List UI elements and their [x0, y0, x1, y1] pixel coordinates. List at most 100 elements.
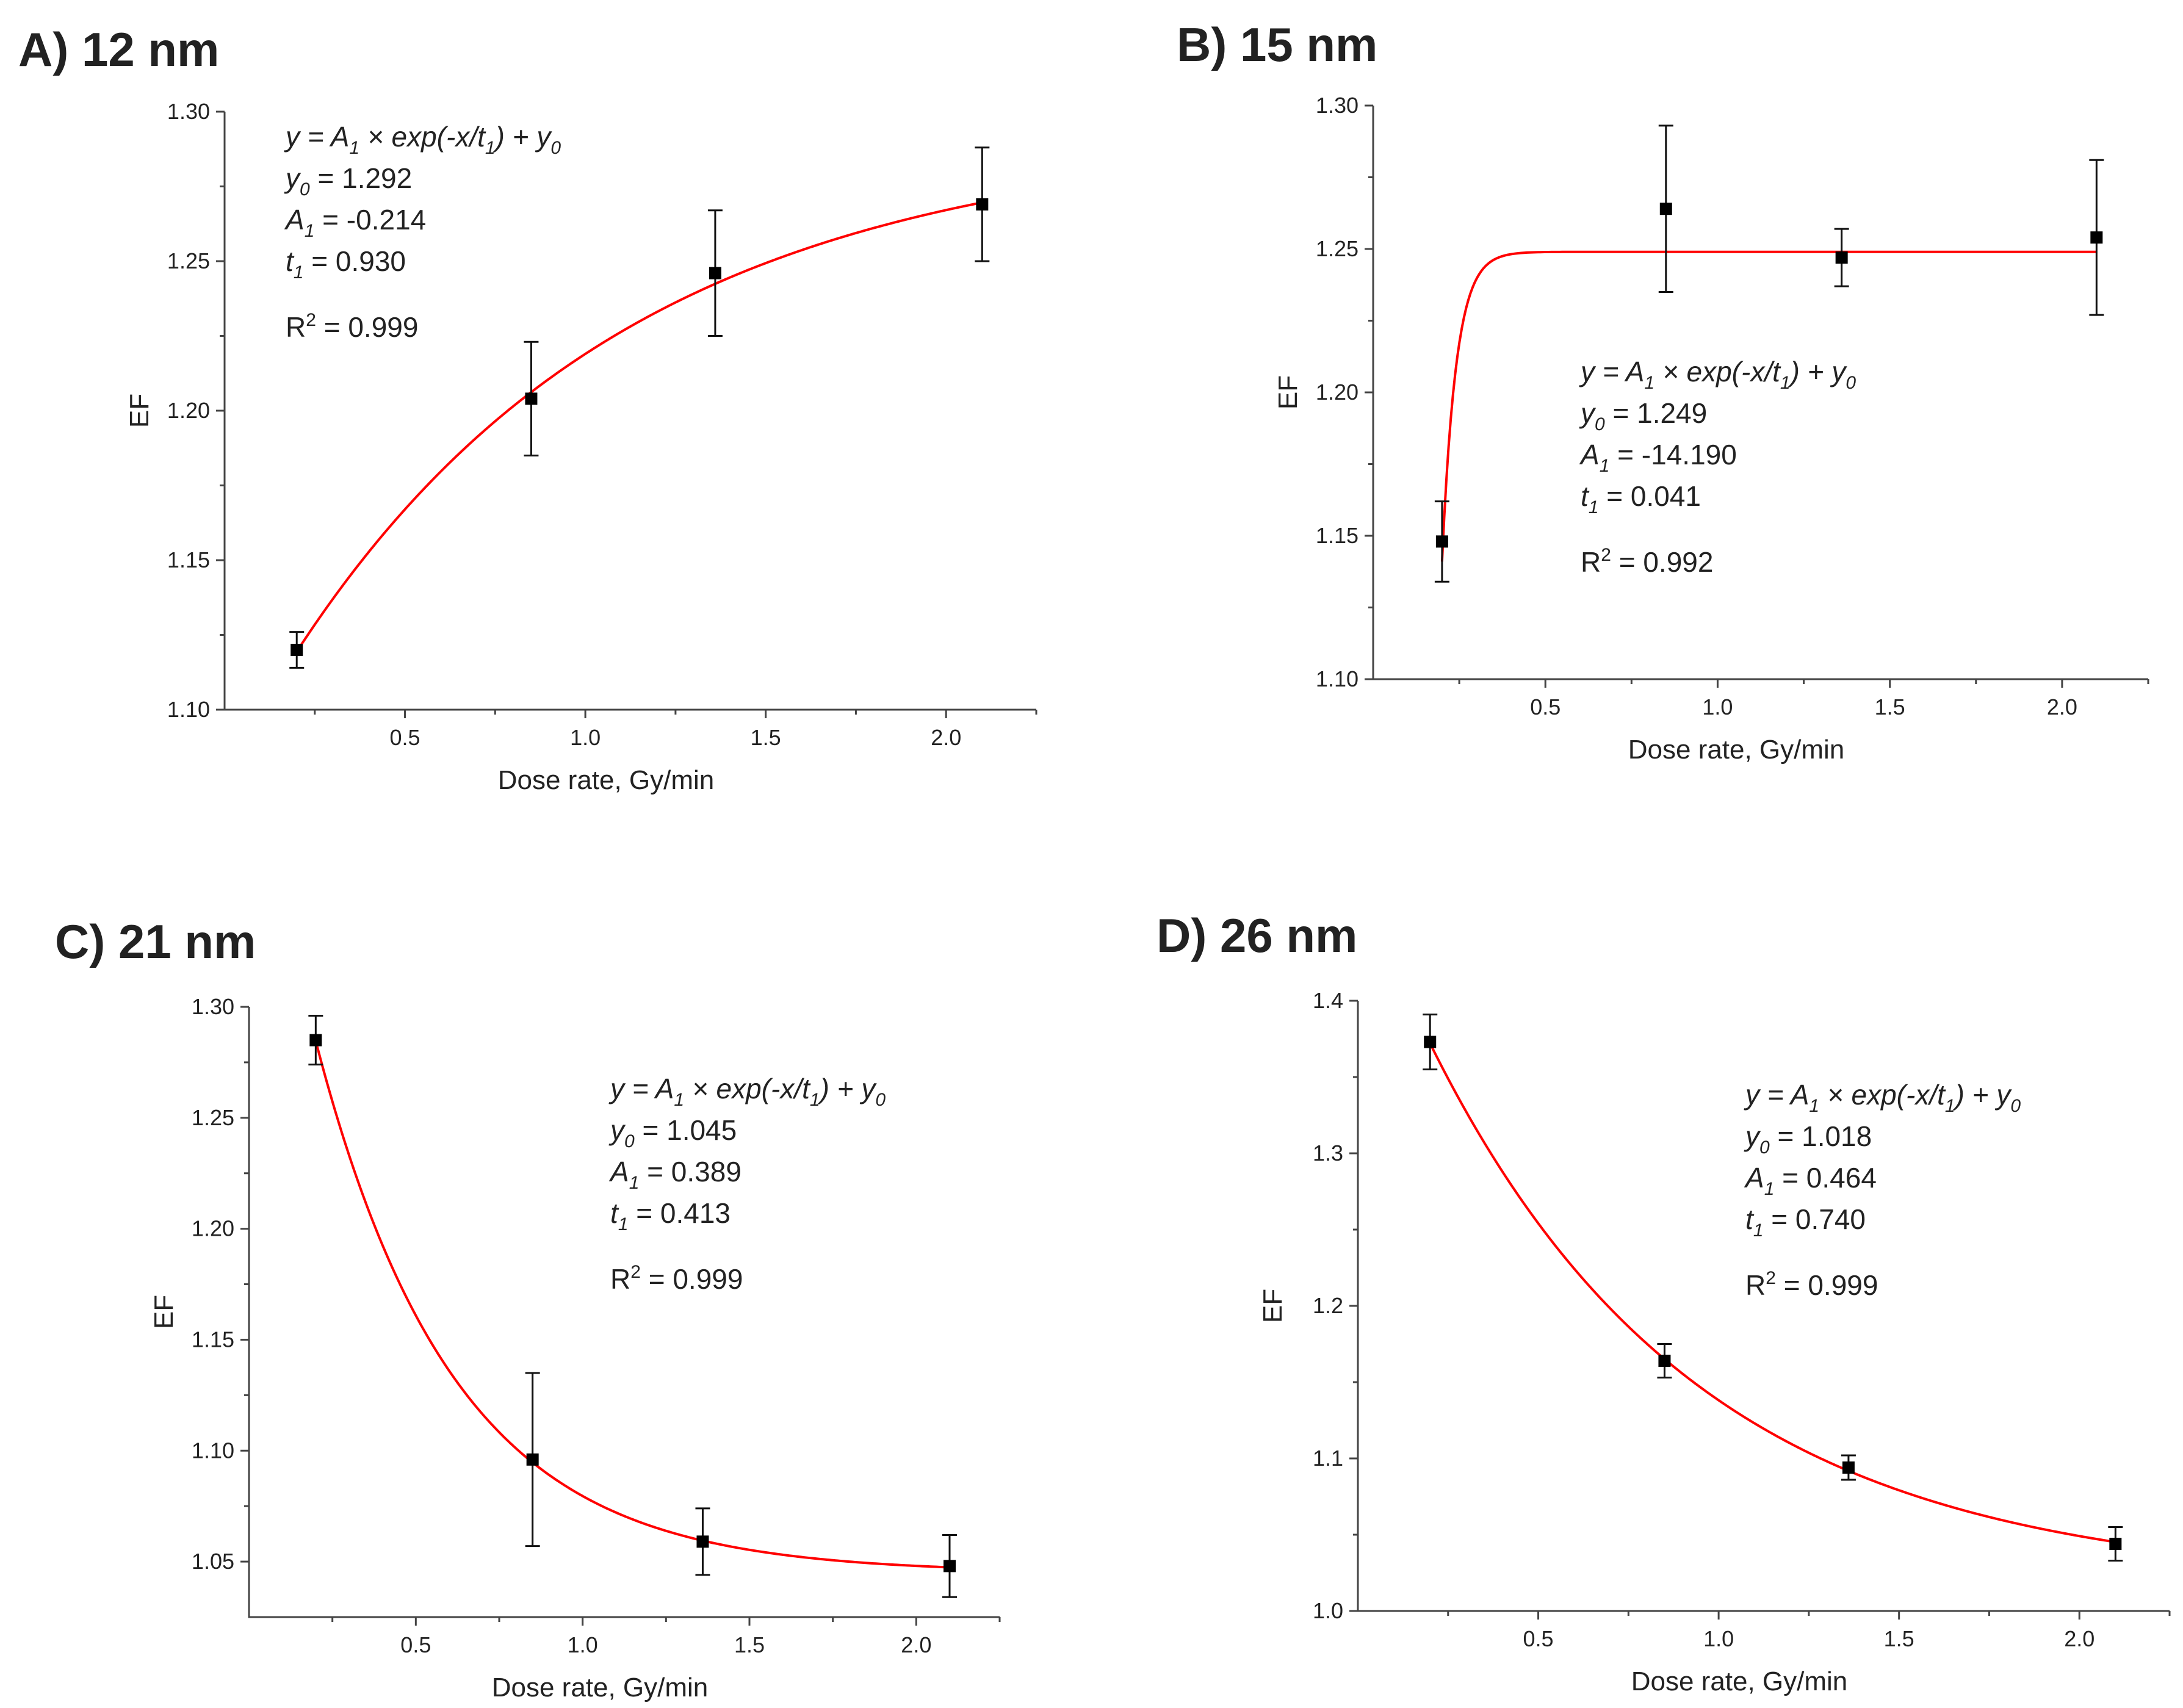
r2-superscript: 2 [306, 310, 316, 330]
equation-part: × exp(-x/t [1819, 1079, 1946, 1111]
x-tick-label: 0.5 [1530, 694, 1561, 719]
equation-subscript: 1 [1809, 1096, 1819, 1116]
data-point [944, 1560, 956, 1573]
r2-superscript: 2 [1766, 1268, 1776, 1288]
param-symbol: y [284, 162, 301, 194]
y-tick-label: 1.20 [192, 1216, 234, 1241]
param-value: = 0.389 [639, 1156, 741, 1187]
param-subscript: 1 [1600, 456, 1610, 476]
fit-equation: y = A1 × exp(-x/t1) + y0 [1579, 356, 1856, 393]
x-tick-label: 1.0 [1702, 694, 1733, 719]
param-y0: y0 = 1.249 [1579, 397, 1707, 434]
x-axis-label: Dose rate, Gy/min [1631, 1667, 1848, 1696]
equation-subscript: 0 [875, 1090, 886, 1110]
chart-title: B) 15 nm [1177, 18, 1377, 71]
x-tick-label: 1.5 [1875, 694, 1905, 719]
chart-title: D) 26 nm [1156, 909, 1357, 962]
equation-subscript: 1 [810, 1090, 820, 1110]
equation-subscript: 1 [1780, 373, 1791, 393]
param-a1: A1 = -0.214 [284, 204, 426, 241]
param-symbol: y [1579, 397, 1597, 429]
param-symbol: y [1744, 1120, 1761, 1152]
r-squared: R2 = 0.999 [1745, 1268, 1878, 1301]
y-axis-label: EF [149, 1295, 179, 1329]
y-tick-label: 1.30 [192, 994, 234, 1019]
data-point [1659, 203, 1672, 215]
y-tick-label: 1.25 [192, 1105, 234, 1130]
param-value: = 0.930 [303, 245, 406, 277]
equation-subscript: 0 [2010, 1096, 2021, 1116]
data-point [309, 1034, 322, 1047]
x-tick-label: 0.5 [390, 725, 420, 750]
y-tick-label: 1.30 [1316, 93, 1359, 118]
param-value: = 0.464 [1774, 1162, 1877, 1194]
equation-part: y = A [608, 1073, 674, 1104]
fit-equation: y = A1 × exp(-x/t1) + y0 [1744, 1079, 2021, 1116]
param-subscript: 0 [1759, 1137, 1770, 1158]
param-subscript: 1 [1589, 497, 1599, 517]
param-symbol: A [1579, 439, 1600, 470]
r-squared: R2 = 0.999 [610, 1262, 743, 1295]
param-t1: t1 = 0.413 [610, 1197, 731, 1234]
y-tick-label: 1.3 [1313, 1140, 1343, 1166]
param-a1: A1 = -14.190 [1579, 439, 1737, 476]
equation-part: y = A [1579, 356, 1644, 387]
fit-curve [1429, 1042, 2116, 1544]
param-symbol: t [1745, 1203, 1755, 1235]
equation-subscript: 1 [349, 138, 359, 158]
fit-curve [314, 1040, 950, 1569]
r2-value: = 0.999 [1776, 1269, 1878, 1301]
x-tick-label: 1.0 [1703, 1626, 1734, 1651]
param-symbol: A [1744, 1162, 1764, 1194]
fit-curve [1440, 250, 2097, 562]
equation-subscript: 1 [485, 138, 496, 158]
y-tick-label: 1.15 [192, 1327, 234, 1352]
param-a1: A1 = 0.464 [1744, 1162, 1877, 1199]
y-tick-label: 1.0 [1313, 1598, 1343, 1623]
y-tick-label: 1.10 [192, 1438, 234, 1463]
equation-part: ) + y [1788, 356, 1848, 387]
axes [223, 112, 1036, 711]
equation-part: ) + y [817, 1073, 878, 1104]
param-subscript: 1 [629, 1173, 640, 1193]
param-value: = 1.292 [310, 162, 413, 194]
x-tick-label: 2.0 [2047, 694, 2077, 719]
fit-annotation: y = A1 × exp(-x/t1) + y0 y0 = 1.249 A1 = -… [1579, 356, 1856, 578]
param-y0: y0 = 1.018 [1744, 1120, 1872, 1158]
param-t1: t1 = 0.041 [1581, 480, 1701, 517]
data-point [525, 392, 538, 405]
param-value: = 0.041 [1598, 480, 1701, 512]
equation-subscript: 1 [1644, 373, 1654, 393]
y-tick-label: 1.15 [167, 547, 210, 572]
y-tick-label: 1.10 [1316, 666, 1359, 691]
equation-subscript: 0 [1846, 373, 1856, 393]
r2-value: = 0.999 [316, 311, 419, 343]
r2-symbol: R [1745, 1269, 1766, 1301]
chart-title: C) 21 nm [55, 915, 256, 968]
x-tick-label: 0.5 [400, 1632, 431, 1657]
param-t1: t1 = 0.930 [286, 245, 406, 283]
param-value: = 0.413 [628, 1197, 731, 1229]
chart-a: A) 12 nm 1.10 1.15 1.20 1.25 1.30 0.5 1.0 1.5 2.0… [18, 23, 1037, 795]
data-point [709, 267, 721, 279]
param-value: = 0.740 [1763, 1203, 1866, 1235]
param-y0: y0 = 1.292 [284, 162, 412, 200]
param-subscript: 1 [618, 1214, 629, 1234]
data-point [1435, 535, 1448, 548]
y-tick-label: 1.1 [1313, 1446, 1343, 1471]
y-tick-label: 1.2 [1313, 1293, 1343, 1318]
equation-part: × exp(-x/t [684, 1073, 811, 1104]
param-subscript: 1 [305, 221, 315, 241]
fit-curve [295, 201, 983, 652]
x-axis-label: Dose rate, Gy/min [1628, 735, 1845, 765]
data-point [290, 644, 303, 656]
x-axis-label: Dose rate, Gy/min [498, 765, 715, 795]
param-symbol: t [286, 245, 295, 277]
r2-symbol: R [286, 311, 306, 343]
y-axis-label: EF [124, 394, 154, 428]
x-tick-label: 1.5 [734, 1632, 765, 1657]
chart-title: A) 12 nm [18, 23, 219, 76]
y-tick-label: 1.20 [167, 398, 210, 423]
y-tick-label: 1.25 [167, 248, 210, 273]
